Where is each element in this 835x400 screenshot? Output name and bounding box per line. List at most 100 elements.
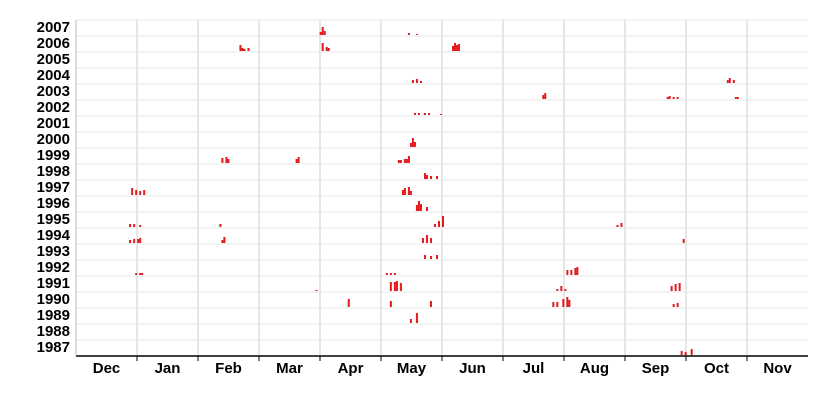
event-bar <box>433 224 436 227</box>
event-bar <box>225 157 228 163</box>
event-bar <box>397 160 400 163</box>
y-tick-label: 2002 <box>37 99 70 116</box>
x-tick-label: Oct <box>704 360 729 377</box>
event-bar <box>385 273 388 275</box>
event-bar <box>419 204 422 211</box>
y-tick-label: 2006 <box>37 35 70 52</box>
event-bar <box>666 97 669 99</box>
y-tick-label: 1987 <box>37 339 70 356</box>
event-bar <box>690 349 693 355</box>
event-bar <box>407 33 410 35</box>
y-tick-label: 2007 <box>37 19 70 36</box>
event-bar <box>399 283 402 291</box>
event-bar <box>403 159 406 163</box>
event-bar <box>141 273 144 275</box>
y-tick-label: 2001 <box>37 115 70 132</box>
event-bar <box>726 80 729 83</box>
event-bar <box>221 240 224 243</box>
event-bar <box>319 32 322 35</box>
event-bar <box>564 289 567 291</box>
x-tick-label: Jan <box>155 360 181 377</box>
event-bar <box>139 273 142 275</box>
event-bar <box>409 143 412 147</box>
event-bar <box>560 286 563 291</box>
event-bar <box>437 221 440 227</box>
event-bar <box>556 302 559 307</box>
event-bar <box>672 97 675 99</box>
event-bar <box>568 300 571 307</box>
event-bar <box>672 304 675 307</box>
event-bar <box>239 45 242 51</box>
y-tick-label: 1992 <box>37 259 70 276</box>
event-bar <box>411 80 414 83</box>
x-tick-label: May <box>397 360 427 377</box>
event-bar <box>407 187 410 195</box>
event-bar <box>403 188 406 195</box>
x-tick-label: Jun <box>459 360 486 377</box>
x-tick-label: Aug <box>580 360 609 377</box>
event-bar <box>315 290 318 291</box>
event-bar <box>670 286 673 291</box>
event-bar <box>395 281 398 291</box>
event-bar <box>401 190 404 195</box>
event-bar <box>542 95 545 99</box>
event-bar <box>297 157 300 163</box>
event-bar <box>736 97 739 99</box>
event-bar <box>417 113 420 115</box>
event-bar <box>241 48 244 51</box>
y-tick-label: 2000 <box>37 131 70 148</box>
event-bar <box>399 160 402 163</box>
y-tick-label: 2005 <box>37 51 70 68</box>
event-bar <box>566 270 569 275</box>
event-bar <box>323 31 326 35</box>
event-bar <box>425 235 428 243</box>
event-bar <box>552 302 555 307</box>
event-bar <box>425 175 428 179</box>
event-bar <box>423 255 426 259</box>
event-bar <box>129 240 132 243</box>
event-bar <box>668 96 671 99</box>
event-bar <box>676 303 679 307</box>
event-bar <box>143 190 146 195</box>
event-bar <box>682 239 685 243</box>
event-bar <box>243 49 246 51</box>
event-bar <box>393 273 396 275</box>
y-tick-label: 2003 <box>37 83 70 100</box>
event-bar <box>413 142 416 147</box>
event-bar <box>247 48 250 51</box>
event-bar <box>728 78 731 83</box>
event-bar <box>409 319 412 323</box>
event-bar <box>734 97 737 99</box>
y-tick-label: 2004 <box>37 67 71 84</box>
y-tick-label: 1997 <box>37 179 70 196</box>
event-bar <box>415 34 418 35</box>
event-bar <box>423 173 426 179</box>
x-tick-label: Apr <box>338 360 364 377</box>
event-bar <box>452 46 455 51</box>
event-bar <box>393 282 396 291</box>
event-bar <box>389 301 392 307</box>
event-bar <box>674 284 677 291</box>
event-bar <box>421 238 424 243</box>
event-bar <box>616 225 619 227</box>
event-bar <box>417 201 420 211</box>
event-bar <box>419 81 422 83</box>
x-tick-label: Mar <box>276 360 303 377</box>
event-bar <box>676 97 679 99</box>
event-bar <box>415 313 418 323</box>
event-bar <box>556 289 559 291</box>
y-tick-label: 1996 <box>37 195 70 212</box>
x-tick-label: Nov <box>763 360 792 377</box>
y-tick-label: 1999 <box>37 147 70 164</box>
x-tick-label: Sep <box>642 360 670 377</box>
event-bar <box>415 205 418 211</box>
event-bar <box>139 191 142 195</box>
event-bar <box>129 224 132 227</box>
x-tick-label: Feb <box>215 360 242 377</box>
event-bar <box>327 48 330 51</box>
event-bar <box>389 282 392 291</box>
event-bar <box>562 299 565 307</box>
event-bar <box>566 297 569 307</box>
event-bar <box>325 47 328 51</box>
